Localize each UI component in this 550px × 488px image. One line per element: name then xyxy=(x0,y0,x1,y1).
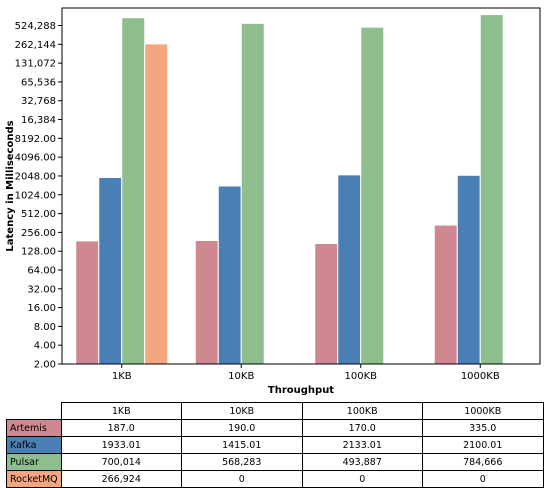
y-tick-label: 2.00 xyxy=(34,360,56,371)
table-cell: 0 xyxy=(301,470,423,488)
data-table: 1KB 10KB 100KB 1000KB Artemis 187.0 190.0 170.0… xyxy=(6,402,544,488)
y-tick-label: 1024.00 xyxy=(15,190,56,201)
table-cell: 700,014 xyxy=(60,453,182,471)
y-tick-label: 512.00 xyxy=(21,209,56,220)
bar-pulsar-100kb xyxy=(360,26,385,365)
table-row-label: Pulsar xyxy=(6,453,62,471)
table-cell: 568,283 xyxy=(181,453,303,471)
bar-chart: 2.00 4.00 8.00 16.00 32.00 64.00 128.00 256.00 5… xyxy=(5,7,541,396)
bar-pulsar-1000kb xyxy=(479,14,504,365)
table-cell: 2133.01 xyxy=(301,436,423,454)
table-cell: 335.0 xyxy=(422,419,544,437)
y-tick-label: 128.00 xyxy=(21,247,56,258)
table-cell: 190.0 xyxy=(181,419,303,437)
table-column-header: 1000KB xyxy=(422,402,544,420)
table-row: Pulsar 700,014 568,283 493,887 784,666 xyxy=(6,453,544,471)
table-cell: 266,924 xyxy=(60,470,182,488)
table-cell: 493,887 xyxy=(301,453,423,471)
bar-kafka-1000kb xyxy=(456,174,481,365)
x-axis-title: Throughput xyxy=(268,385,334,396)
y-tick-label: 262,144 xyxy=(15,40,56,51)
y-tick-label: 4096.00 xyxy=(15,153,56,164)
y-axis-title: Latency in Milliseconds xyxy=(5,120,16,251)
y-tick-label: 16.00 xyxy=(27,303,56,314)
y-tick-label: 32,768 xyxy=(21,96,56,107)
table-corner xyxy=(7,403,62,420)
table-row-label: Artemis xyxy=(6,419,62,437)
bar-kafka-100kb xyxy=(337,174,362,365)
y-tick-label: 32.00 xyxy=(27,284,56,295)
bar-pulsar-1kb xyxy=(121,17,146,365)
table-cell: 784,666 xyxy=(422,453,544,471)
bar-artemis-1kb xyxy=(75,240,100,365)
plot-frame xyxy=(61,7,541,365)
y-tick-label: 2048.00 xyxy=(15,171,56,182)
table-cell: 1415.01 xyxy=(181,436,303,454)
x-tick-label: 100KB xyxy=(344,371,377,382)
chart-area: 2.00 4.00 8.00 16.00 32.00 64.00 128.00 256.00 5… xyxy=(5,7,541,396)
bar-artemis-100kb xyxy=(314,242,339,365)
table-column-header: 10KB xyxy=(181,402,303,420)
y-tick-label: 64.00 xyxy=(27,265,56,276)
table-row: RocketMQ 266,924 0 0 0 xyxy=(6,470,544,488)
y-tick-label: 16,384 xyxy=(21,115,56,126)
y-tick-label: 4.00 xyxy=(34,341,56,352)
table-header-row: 1KB 10KB 100KB 1000KB xyxy=(7,402,544,420)
table-row-label: Kafka xyxy=(6,436,62,454)
y-tick-label: 8.00 xyxy=(34,322,56,333)
bar-kafka-10kb xyxy=(217,185,242,365)
table-cell: 1933.01 xyxy=(60,436,182,454)
table-cell: 0 xyxy=(422,470,544,488)
x-tick-label: 1KB xyxy=(112,371,132,382)
table-row: Artemis 187.0 190.0 170.0 335.0 xyxy=(6,419,544,437)
y-tick-label: 256.00 xyxy=(21,228,56,239)
table-column-header: 100KB xyxy=(301,402,423,420)
bar-artemis-1000kb xyxy=(433,224,458,365)
bar-artemis-10kb xyxy=(194,239,219,365)
table-row: Kafka 1933.01 1415.01 2133.01 2100.01 xyxy=(6,436,544,454)
table-cell: 170.0 xyxy=(301,419,423,437)
table-cell: 0 xyxy=(181,470,303,488)
table-cell: 2100.01 xyxy=(422,436,544,454)
x-tick-label: 1000KB xyxy=(461,371,500,382)
table-column-header: 1KB xyxy=(60,402,182,420)
y-tick-label: 131,072 xyxy=(15,59,56,70)
x-tick-label: 10KB xyxy=(228,371,254,382)
y-tick-label: 8192.00 xyxy=(15,134,56,145)
bar-pulsar-10kb xyxy=(240,22,265,365)
table-cell: 187.0 xyxy=(60,419,182,437)
y-tick-label: 65,536 xyxy=(21,77,56,88)
y-tick-label: 524,288 xyxy=(15,21,56,32)
bar-rocketmq-1kb xyxy=(144,43,169,365)
table-row-label: RocketMQ xyxy=(6,470,62,488)
bar-kafka-1kb xyxy=(98,177,123,365)
